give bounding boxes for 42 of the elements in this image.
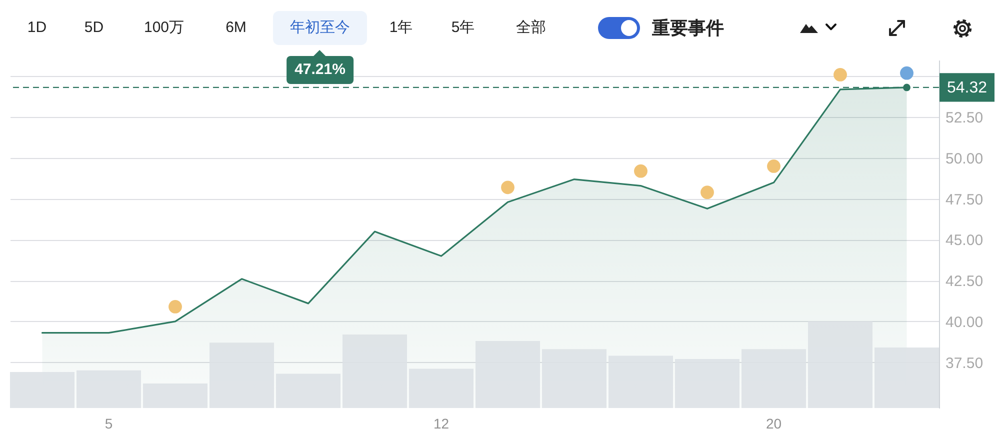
- bar: [10, 372, 75, 408]
- bar: [342, 334, 408, 408]
- text: 6M: [226, 19, 246, 37]
- bar: [76, 370, 142, 408]
- x-tick-label: 12: [433, 416, 450, 432]
- y-tick-label: 50.00: [946, 150, 984, 168]
- bar: [608, 356, 673, 408]
- x-tick-label: 5: [104, 416, 113, 432]
- text: 全部: [516, 19, 546, 37]
- bar: [808, 321, 872, 408]
- text: 年初至今: [273, 11, 367, 45]
- point: [700, 186, 714, 200]
- point: [834, 68, 847, 82]
- x-tick-label: 20: [766, 416, 782, 432]
- y-tick-label: 47.50: [946, 191, 984, 208]
- point: [168, 300, 182, 314]
- bar: [276, 374, 341, 408]
- bar: [741, 349, 806, 408]
- text: 1年: [389, 19, 413, 37]
- text: 1D: [27, 19, 47, 37]
- bar: [475, 341, 540, 408]
- text: 5年: [451, 19, 475, 37]
- bar: [542, 349, 606, 408]
- annotation: 47.21%: [286, 56, 354, 84]
- point: [900, 66, 914, 80]
- y-tick-label: 37.50: [946, 354, 984, 372]
- y-tick-label: 40.00: [946, 314, 984, 331]
- text: 5D: [84, 19, 104, 37]
- bar: [210, 342, 274, 408]
- point: [634, 164, 648, 178]
- point: [767, 160, 780, 173]
- bar: [874, 348, 939, 408]
- bar: [409, 368, 474, 408]
- point: [501, 180, 514, 194]
- text: 重要事件: [652, 17, 724, 39]
- ref-line-label: 54.32: [946, 79, 988, 96]
- bar: [674, 358, 740, 408]
- bar: [143, 383, 208, 408]
- text: 100万: [144, 19, 184, 37]
- y-tick-label: 52.50: [946, 110, 984, 127]
- y-tick-label: 42.50: [946, 273, 984, 290]
- y-tick-label: 45.00: [946, 232, 984, 250]
